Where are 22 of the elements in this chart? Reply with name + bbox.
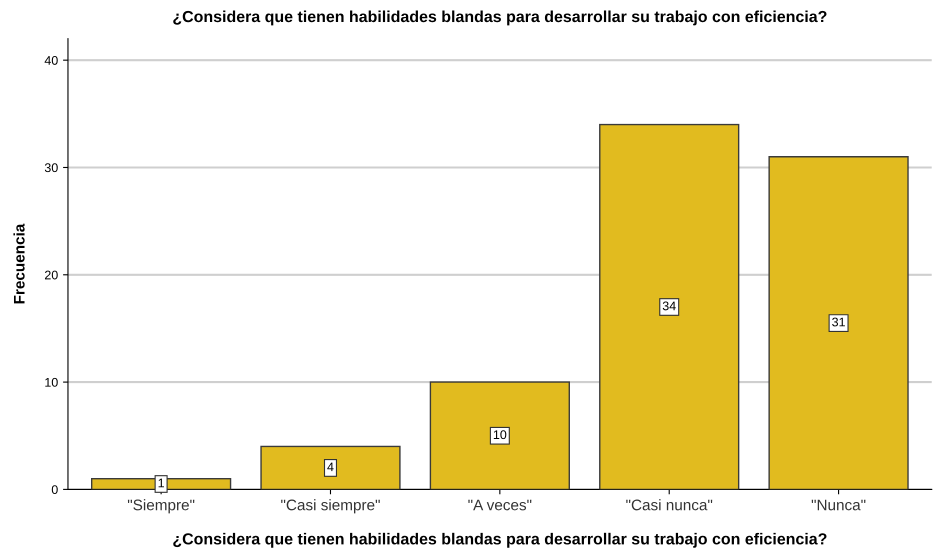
- y-tick-label: 10: [45, 378, 58, 387]
- x-axis-title: ¿Considera que tienen habilidades blandas para desarrollar su trabajo con eficiencia?: [173, 532, 826, 548]
- y-axis-title: Frecuencia: [13, 224, 25, 304]
- bar: [599, 124, 740, 490]
- data-label: 34: [662, 301, 676, 310]
- data-label: 10: [494, 430, 506, 440]
- y-tick-label: 0: [52, 485, 58, 494]
- x-tick-label: "Siempre": [128, 499, 194, 514]
- bar: [430, 381, 570, 490]
- y-tick-label: 20: [44, 270, 58, 280]
- x-tick-label: "Casi siempre": [281, 499, 380, 514]
- bar: [260, 446, 401, 490]
- bar: [768, 156, 909, 490]
- data-label: 31: [832, 318, 845, 326]
- chart-title: ¿Considera que tienen habilidades blandas para desarrollar su trabajo con eficiencia?: [173, 10, 826, 26]
- y-tick-label: 40: [44, 56, 58, 65]
- x-tick-label: "Casi nunca": [626, 499, 712, 510]
- x-tick-label: "A veces": [468, 500, 532, 510]
- data-label: 4: [327, 462, 334, 472]
- x-tick-label: "Nunca": [812, 500, 866, 510]
- data-label: 1: [158, 478, 164, 488]
- y-tick-label: 30: [44, 163, 58, 172]
